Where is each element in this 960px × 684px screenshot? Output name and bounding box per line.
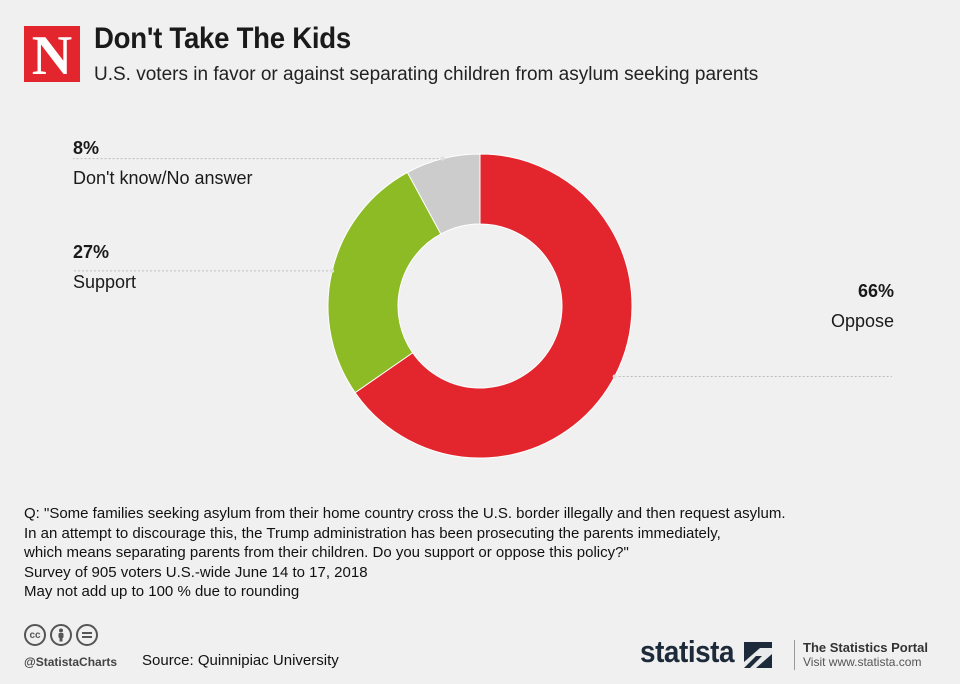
statista-mark-icon: [744, 642, 772, 668]
license-icons: cc: [24, 624, 98, 646]
chart-subtitle: U.S. voters in favor or against separati…: [94, 64, 759, 85]
label-dont-know-name: Don't know/No answer: [73, 167, 253, 188]
note-line: Survey of 905 voters U.S.-wide June 14 t…: [24, 563, 368, 581]
note-line: which means separating parents from thei…: [24, 544, 629, 561]
cc-icon: cc: [24, 624, 46, 646]
statista-handle: @StatistaCharts: [24, 655, 118, 669]
label-support: 27% Support: [73, 242, 136, 292]
newsweek-logo: N: [24, 25, 80, 87]
by-icon: [50, 624, 72, 646]
survey-notes: Q: "Some families seeking asylum from th…: [24, 504, 785, 602]
note-line: Q: "Some families seeking asylum from th…: [24, 505, 786, 522]
donut-slice-support: [327, 171, 442, 394]
label-dont-know: 8% Don't know/No answer: [73, 138, 253, 188]
statista-portal[interactable]: The Statistics Portal Visit www.statista…: [794, 640, 928, 670]
leader-line-dont-know-dot: [440, 156, 445, 161]
leader-line-support-dot: [330, 268, 335, 273]
portal-title: The Statistics Portal: [803, 640, 928, 655]
label-oppose-name: Oppose: [830, 310, 894, 331]
donut-slice-oppose: [354, 153, 633, 459]
label-dont-know-pct: 8%: [73, 138, 100, 158]
donut-chart: [73, 153, 892, 459]
nd-icon: [76, 624, 98, 646]
note-line: In an attempt to discourage this, the Tr…: [24, 524, 721, 542]
chart-title: Don't Take The Kids: [94, 22, 351, 55]
label-support-name: Support: [73, 271, 137, 292]
source-note: Source: Quinnipiac University: [142, 652, 339, 669]
label-oppose: 66% Oppose: [831, 281, 894, 331]
note-line: May not add up to 100 % due to rounding: [24, 583, 300, 600]
portal-url[interactable]: Visit www.statista.com: [803, 655, 922, 669]
logo-letter: N: [31, 25, 73, 87]
statista-logo[interactable]: statista: [640, 634, 735, 669]
donut-slice-don-t-know-no-answer: [406, 153, 481, 235]
leader-line-oppose-dot: [612, 374, 617, 379]
label-oppose-pct: 66%: [857, 281, 894, 301]
label-support-pct: 27%: [73, 242, 110, 262]
